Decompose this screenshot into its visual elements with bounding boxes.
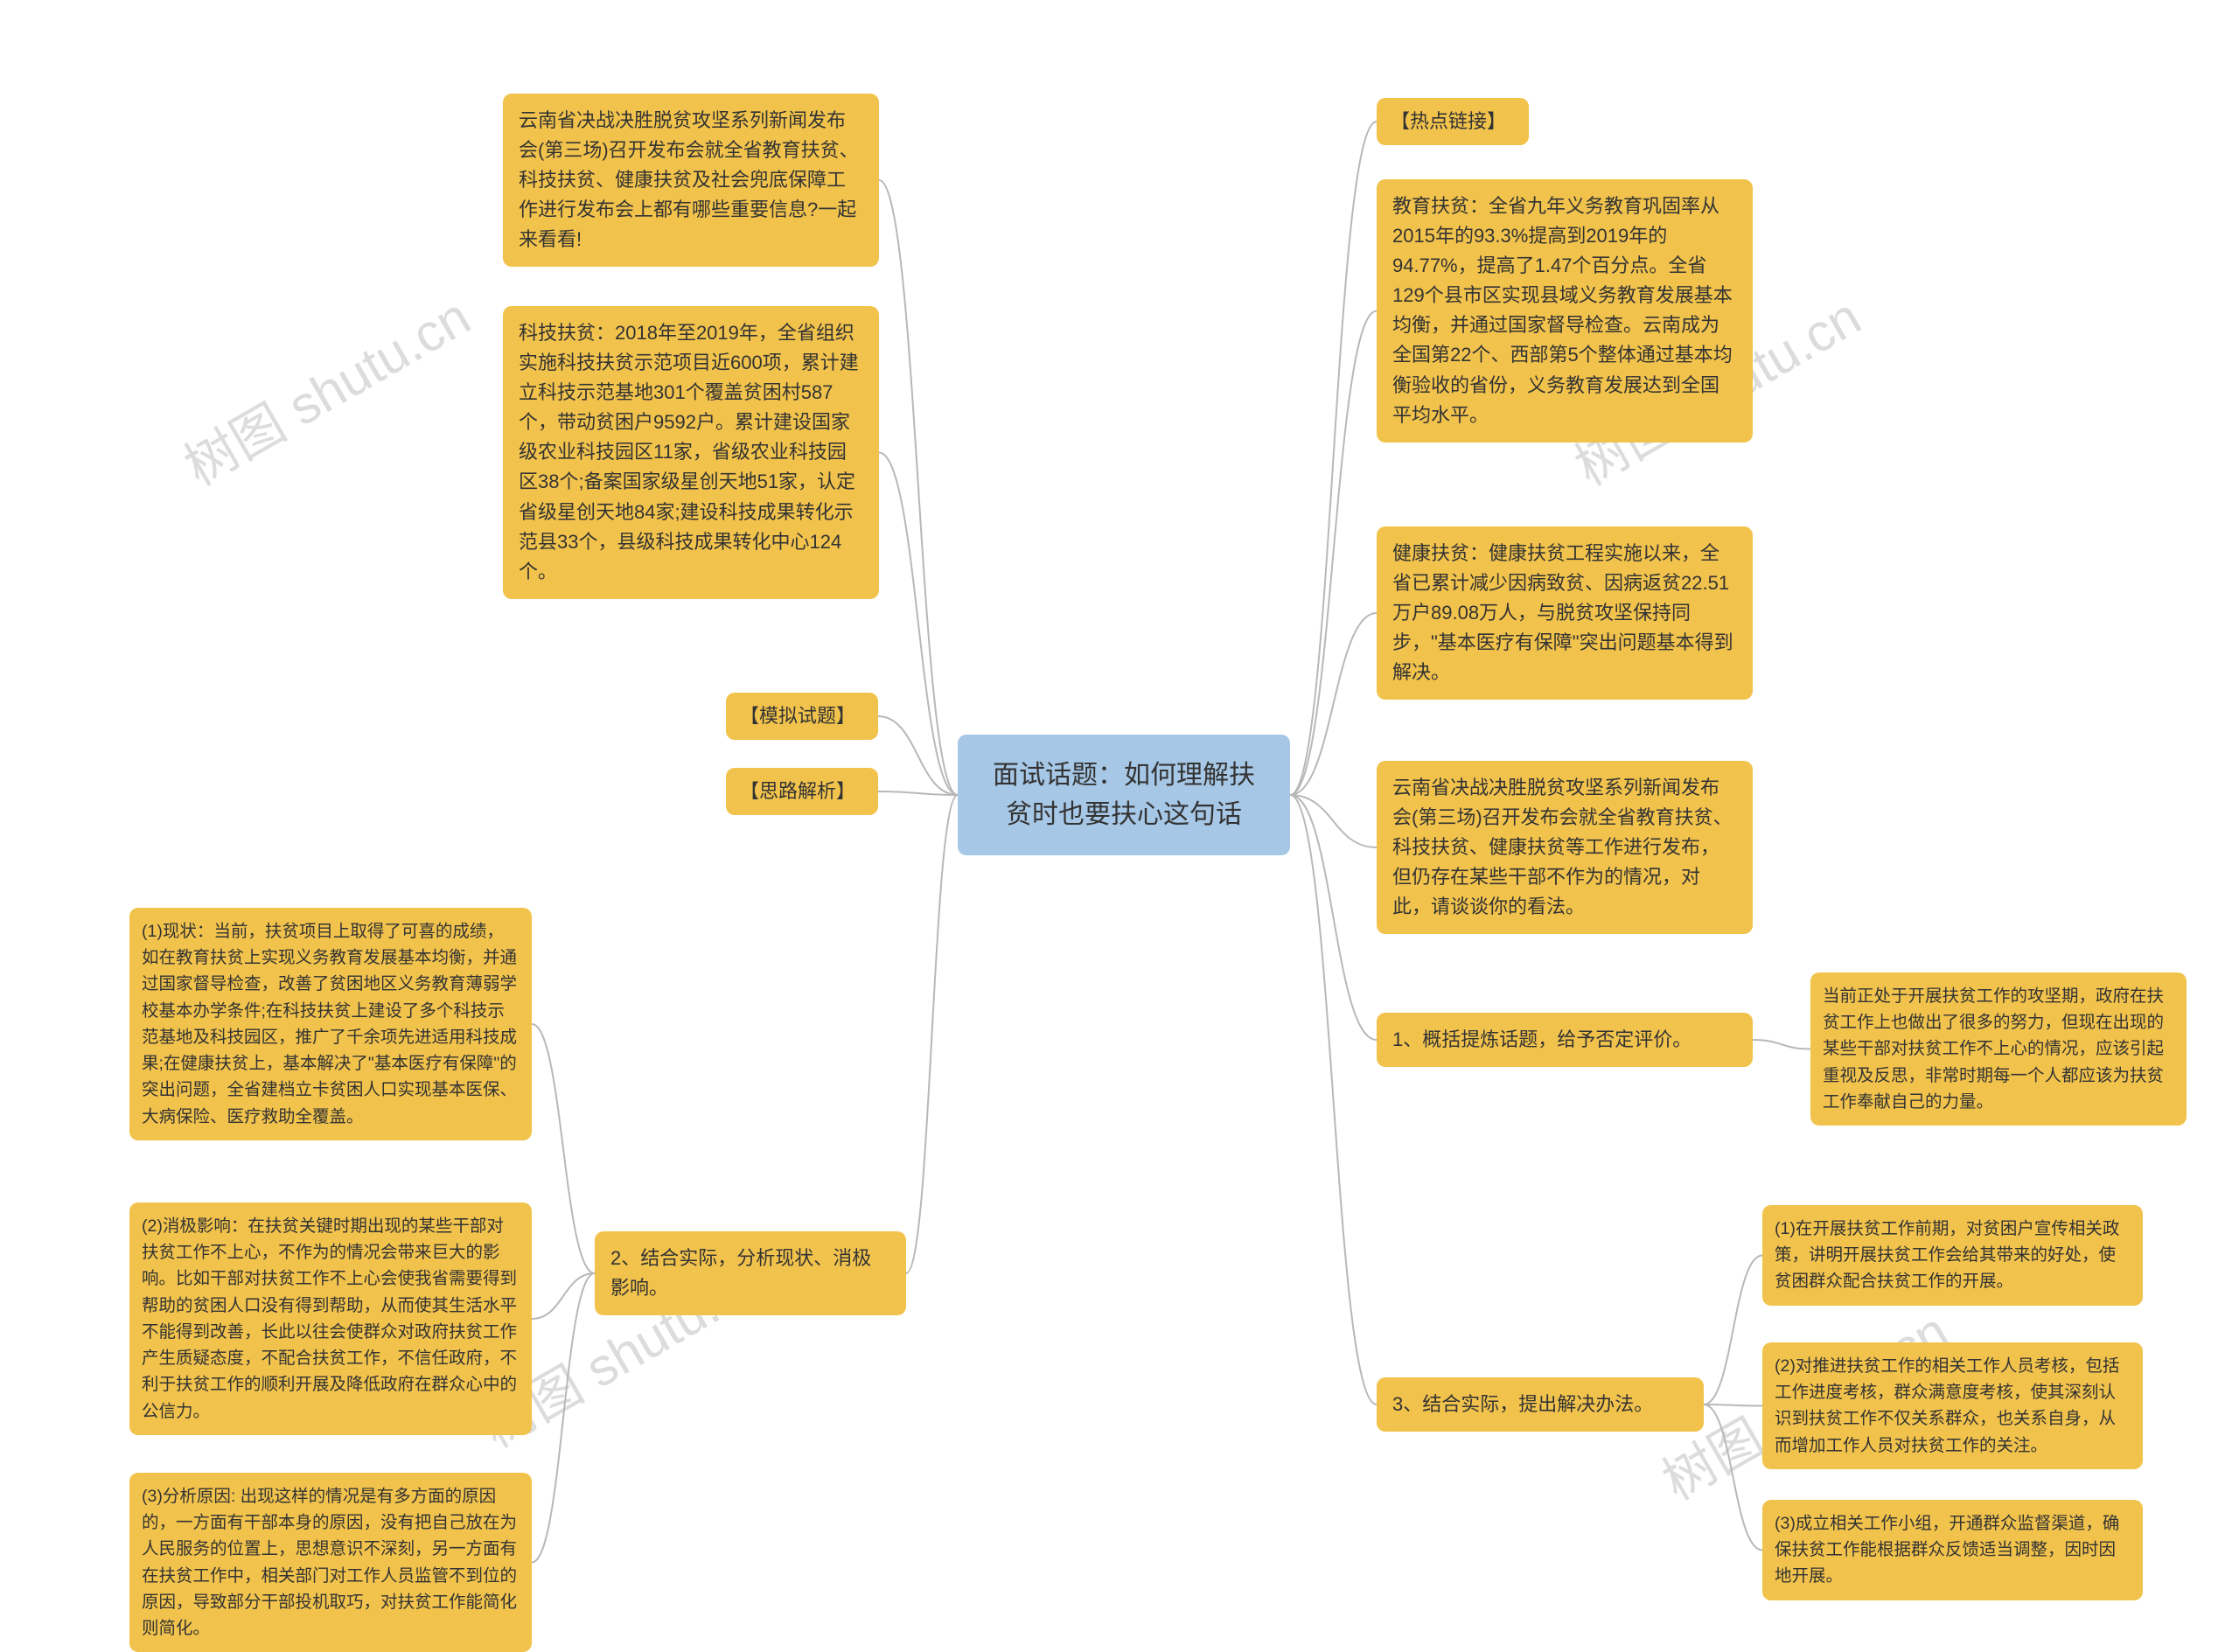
node-hotlink: 【热点链接】 [1377,98,1529,145]
node-analysis: 【思路解析】 [726,768,878,815]
node-point-3: 3、结合实际，提出解决办法。 [1377,1377,1704,1432]
node-point-1a: 当前正处于开展扶贫工作的攻坚期，政府在扶贫工作上也做出了很多的努力，但现在出现的… [1810,972,2187,1126]
node-point-2-cause: (3)分析原因: 出现这样的情况是有多方面的原因的，一方面有干部本身的原因，没有… [129,1473,532,1652]
node-yunnan-news: 云南省决战决胜脱贫攻坚系列新闻发布会(第三场)召开发布会就全省教育扶贫、科技扶贫… [1377,761,1753,934]
node-point-1: 1、概括提炼话题，给予否定评价。 [1377,1013,1753,1067]
node-left-tech: 科技扶贫：2018年至2019年，全省组织实施科技扶贫示范项目近600项，累计建… [503,306,879,599]
node-mock-exam: 【模拟试题】 [726,693,878,740]
watermark-1: 树图 shutu.cn [169,275,482,500]
node-edu-poverty: 教育扶贫：全省九年义务教育巩固率从2015年的93.3%提高到2019年的94.… [1377,179,1753,443]
node-health-poverty: 健康扶贫：健康扶贫工程实施以来，全省已累计减少因病致贫、因病返贫22.51万户8… [1377,526,1753,700]
node-point-2-negative: (2)消极影响：在扶贫关键时期出现的某些干部对扶贫工作不上心，不作为的情况会带来… [129,1202,532,1435]
center-topic: 面试话题：如何理解扶贫时也要扶心这句话 [958,735,1290,855]
node-point-2-status: (1)现状：当前，扶贫项目上取得了可喜的成绩，如在教育扶贫上实现义务教育发展基本… [129,908,532,1140]
node-point-2: 2、结合实际，分析现状、消极影响。 [595,1231,906,1315]
node-point-3b: (2)对推进扶贫工作的相关工作人员考核，包括工作进度考核，群众满意度考核，使其深… [1762,1342,2143,1469]
node-left-news: 云南省决战决胜脱贫攻坚系列新闻发布会(第三场)召开发布会就全省教育扶贫、科技扶贫… [503,94,879,267]
node-point-3a: (1)在开展扶贫工作前期，对贫困户宣传相关政策，讲明开展扶贫工作会给其带来的好处… [1762,1205,2143,1306]
node-point-3c: (3)成立相关工作小组，开通群众监督渠道，确保扶贫工作能根据群众反馈适当调整，因… [1762,1500,2143,1600]
